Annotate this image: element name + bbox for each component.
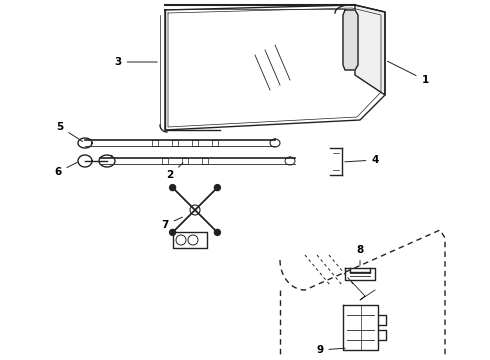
Text: 8: 8 <box>356 245 364 265</box>
Polygon shape <box>343 10 358 70</box>
Circle shape <box>215 229 220 235</box>
Text: 5: 5 <box>56 122 83 141</box>
Text: 6: 6 <box>54 162 77 177</box>
Text: 3: 3 <box>114 57 157 67</box>
Text: 2: 2 <box>167 163 183 180</box>
Text: 4: 4 <box>345 155 379 165</box>
Text: 9: 9 <box>317 345 345 355</box>
Circle shape <box>215 185 220 190</box>
Circle shape <box>170 185 175 190</box>
Text: 1: 1 <box>388 61 429 85</box>
Polygon shape <box>355 5 385 95</box>
Text: 7: 7 <box>161 217 182 230</box>
Circle shape <box>170 229 175 235</box>
